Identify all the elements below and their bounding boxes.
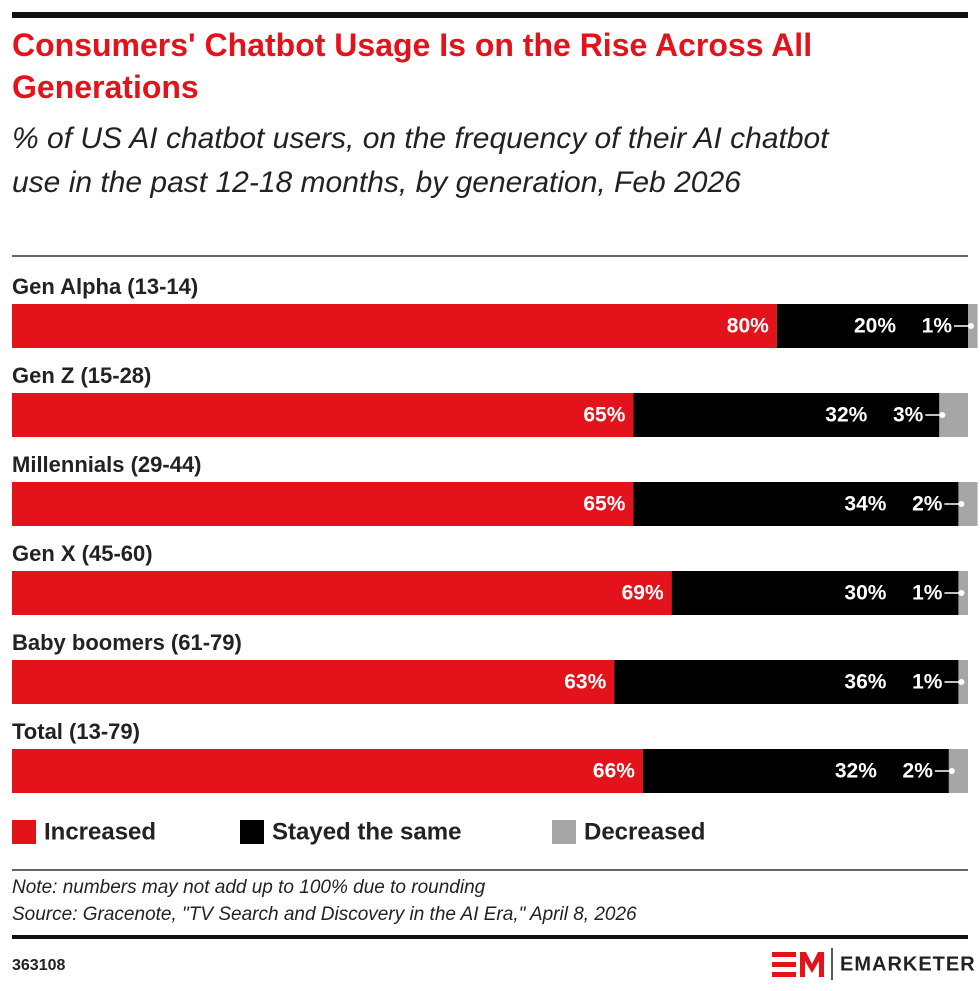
value-label: 32% <box>835 760 877 783</box>
source: Source: Gracenote, "TV Search and Discov… <box>12 904 637 925</box>
legend-label: Decreased <box>584 818 705 845</box>
brand: EMARKETER <box>840 953 976 975</box>
value-label: 30% <box>844 582 886 605</box>
bar-segment <box>614 660 959 704</box>
category-label: Baby boomers (61-79) <box>12 630 242 655</box>
category-label: Gen Z (15-28) <box>12 363 151 388</box>
value-label: 69% <box>622 582 664 605</box>
value-label: 65% <box>583 404 625 427</box>
value-label: 65% <box>583 493 625 516</box>
value-label: 63% <box>564 671 606 694</box>
value-label: 66% <box>593 760 635 783</box>
category-label: Gen X (45-60) <box>12 541 153 566</box>
label-dot <box>958 590 965 596</box>
bottom-rule <box>12 935 968 939</box>
value-label: 36% <box>844 671 886 694</box>
chart-id: 363108 <box>12 957 65 974</box>
note: Note: numbers may not add up to 100% due… <box>12 877 486 898</box>
value-label: 32% <box>825 404 867 427</box>
value-label: 1% <box>912 671 943 694</box>
label-dot <box>958 501 965 507</box>
value-label: 1% <box>912 582 943 605</box>
bar-segment <box>958 482 978 526</box>
legend-swatch <box>240 820 264 844</box>
category-label: Millennials (29-44) <box>12 452 202 477</box>
legend-label: Stayed the same <box>272 818 461 845</box>
legend-label: Increased <box>44 818 156 845</box>
category-label: Total (13-79) <box>12 719 140 744</box>
bar-segment <box>948 749 968 793</box>
bar-segment <box>633 393 940 437</box>
bar-segment <box>12 749 643 793</box>
chart-subtitle: % of US AI chatbot users, on the frequen… <box>12 122 830 199</box>
value-label: 80% <box>727 315 769 338</box>
bar-segment <box>776 304 968 348</box>
legend-swatch <box>552 820 576 844</box>
bar-segment <box>12 660 615 704</box>
label-dot <box>958 679 965 685</box>
value-label: 3% <box>893 404 924 427</box>
chart-title: Consumers' Chatbot Usage Is on the Rise … <box>12 27 812 105</box>
logo-mark <box>772 948 833 980</box>
category-label: Gen Alpha (13-14) <box>12 274 198 299</box>
value-label: 34% <box>844 493 886 516</box>
label-dot <box>968 323 974 329</box>
bar-segment <box>671 571 959 615</box>
bar-segment <box>642 749 949 793</box>
label-dot <box>948 768 955 774</box>
label-dot <box>939 412 946 418</box>
bar-segment <box>12 571 672 615</box>
bar-segment <box>12 393 634 437</box>
top-rule <box>12 12 968 18</box>
value-label: 2% <box>912 493 943 516</box>
value-label: 2% <box>903 760 934 783</box>
bar-segment <box>633 482 959 526</box>
value-label: 1% <box>922 315 953 338</box>
legend-swatch <box>12 820 36 844</box>
bar-segment <box>12 304 777 348</box>
value-label: 20% <box>854 315 896 338</box>
bar-segment <box>12 482 634 526</box>
